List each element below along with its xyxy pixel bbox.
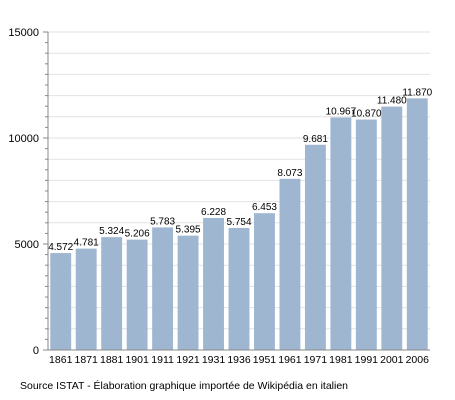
x-tick-label: 1991 — [355, 354, 379, 366]
data-label: 5.754 — [226, 217, 251, 228]
x-tick-label: 1931 — [202, 354, 226, 366]
x-tick-label: 1981 — [329, 354, 353, 366]
data-label: 11.870 — [402, 87, 432, 98]
bar — [330, 117, 352, 350]
x-tick-label: 1971 — [304, 354, 328, 366]
x-tick-label: 1881 — [100, 354, 124, 366]
bars — [50, 98, 428, 351]
data-label: 11.480 — [377, 96, 407, 107]
x-tick-label: 1901 — [125, 354, 149, 366]
data-label: 5.206 — [125, 229, 150, 240]
x-tick-label: 2006 — [406, 354, 430, 366]
data-label: 10.967 — [326, 106, 357, 117]
x-tick-label: 1861 — [49, 354, 73, 366]
x-tick-label: 2001 — [380, 354, 404, 366]
bar — [279, 178, 301, 350]
bar — [355, 119, 377, 350]
bar — [152, 227, 174, 350]
x-tick-label: 1911 — [151, 354, 174, 366]
data-label: 4.572 — [48, 242, 73, 253]
bar — [177, 235, 199, 350]
bar — [126, 239, 148, 350]
bar — [50, 253, 72, 350]
data-label: 9.681 — [303, 134, 328, 145]
data-label: 5.783 — [150, 216, 175, 227]
bar — [228, 228, 250, 350]
bar — [381, 106, 403, 351]
bar — [203, 217, 224, 350]
x-tick-label: 1871 — [75, 354, 99, 366]
source-caption: Source ISTAT - Élaboration graphique imp… — [20, 380, 349, 392]
bar — [406, 98, 428, 350]
bar — [304, 144, 326, 350]
data-label: 4.781 — [74, 238, 99, 249]
y-tick-label: 5000 — [15, 239, 39, 251]
data-label: 5.395 — [176, 225, 201, 236]
bar — [254, 213, 275, 350]
y-tick-label: 10000 — [8, 133, 39, 145]
y-tick-label: 0 — [33, 345, 39, 357]
x-tick-label: 1921 — [176, 354, 200, 366]
data-label: 6.228 — [201, 207, 226, 218]
data-label: 10.870 — [351, 109, 382, 120]
data-label: 5.324 — [99, 226, 124, 237]
bar — [75, 248, 97, 350]
data-label: 8.073 — [277, 168, 302, 179]
x-tick-label: 1936 — [227, 354, 251, 366]
x-tick-label: 1951 — [253, 354, 277, 366]
x-tick-label: 1961 — [278, 354, 302, 366]
data-label: 6.453 — [252, 202, 277, 213]
bar — [101, 237, 123, 350]
y-tick-label: 15000 — [8, 27, 39, 39]
